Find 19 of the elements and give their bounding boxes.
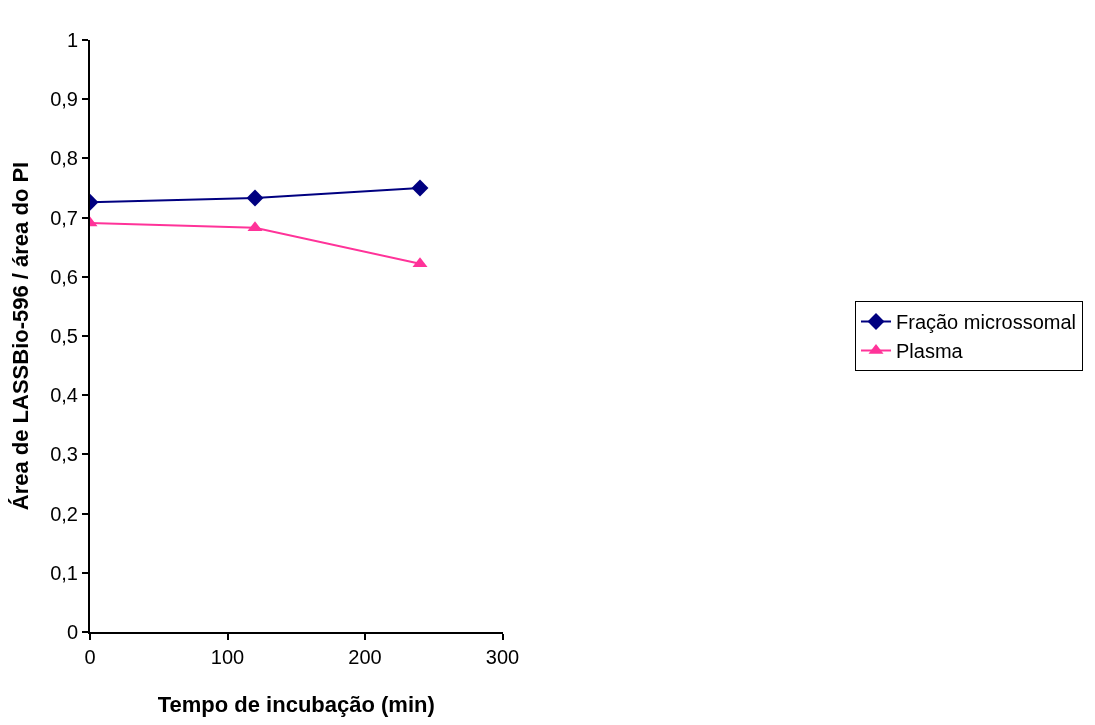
y-tick-label: 1	[66, 29, 78, 51]
x-tick-label: 100	[210, 646, 245, 668]
y-tick-label: 0,5	[50, 325, 78, 347]
y-tick-label: 0,1	[50, 561, 78, 584]
legend-label: Plasma	[896, 340, 964, 363]
y-tick-label: 0,4	[50, 384, 78, 407]
y-tick-label: 0,6	[50, 265, 78, 288]
y-tick-label: 0,3	[50, 443, 78, 466]
x-axis-title: Tempo de incubação (min)	[157, 692, 435, 718]
y-tick-label: 0,2	[50, 502, 78, 525]
x-tick-label: 0	[84, 646, 96, 668]
y-axis-title: Área de LASSBio-596 / área do PI	[8, 161, 34, 511]
x-tick-label: 200	[348, 646, 382, 668]
y-tick-label: 0,8	[50, 147, 78, 170]
legend-label: Fração microssomal	[896, 311, 1077, 334]
y-tick-label: 0,7	[50, 206, 78, 229]
y-tick-label: 0,9	[50, 88, 78, 111]
y-tick-label: 0	[66, 621, 78, 643]
x-tick-label: 300	[485, 646, 520, 668]
